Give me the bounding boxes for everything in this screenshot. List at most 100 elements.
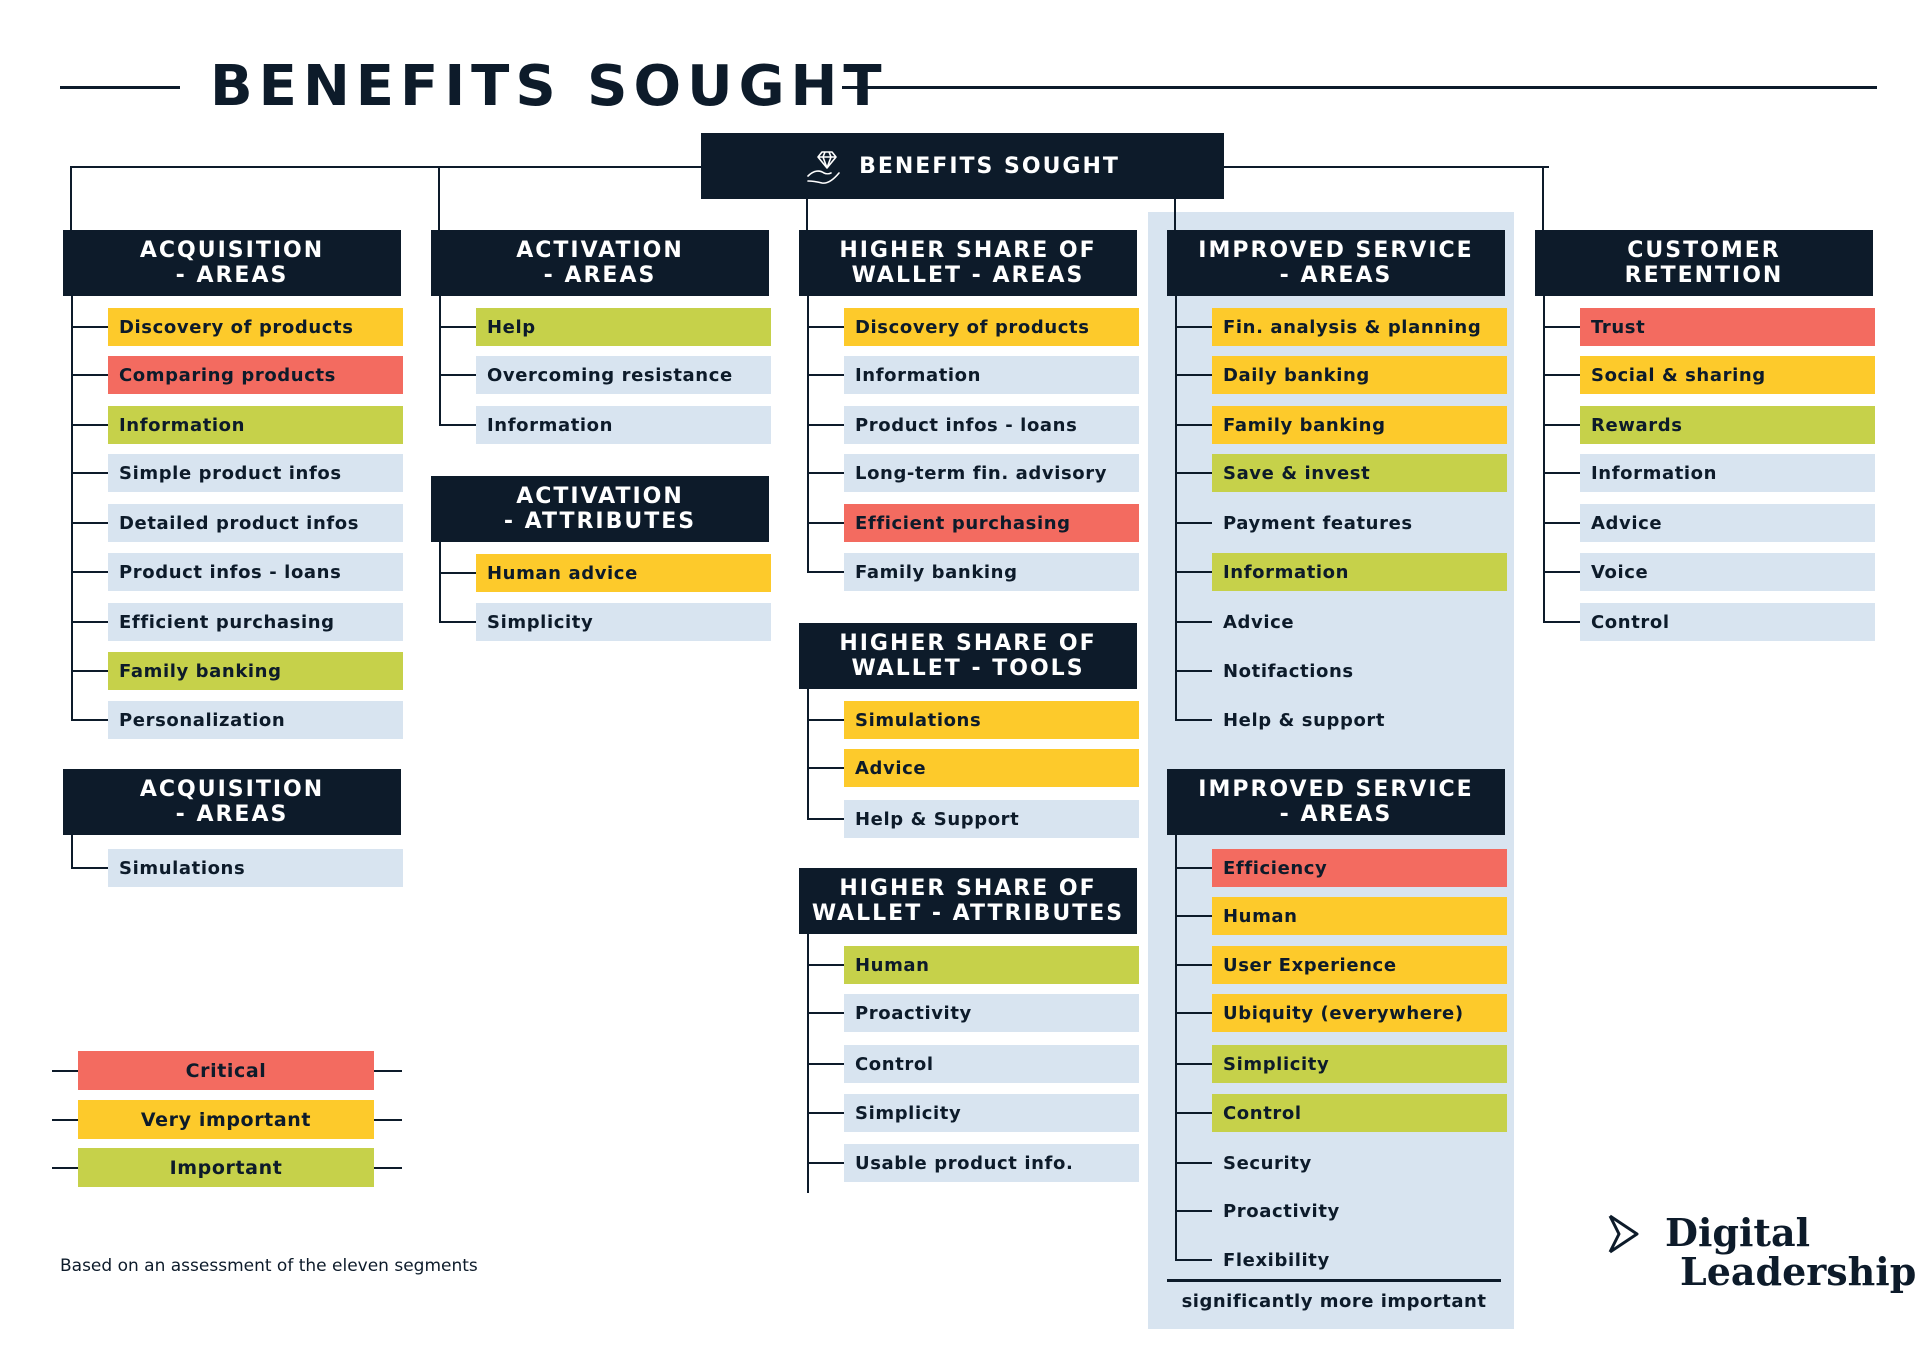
item-connector [1175,374,1212,376]
group-header-wallet-attributes: HIGHER SHARE OF WALLET - ATTRIBUTES [799,868,1137,934]
list-item: Rewards [1580,406,1875,444]
item-connector [807,1012,844,1014]
list-item: Family banking [108,652,403,690]
group-header-line: HIGHER SHARE OF [839,631,1097,656]
list-item: Simplicity [476,603,771,641]
item-connector [1175,1162,1212,1164]
group-stem [807,928,809,1193]
list-item: Efficient purchasing [108,603,403,641]
item-connector [1175,915,1212,917]
item-connector [807,472,844,474]
group-header-line: HIGHER SHARE OF [839,876,1097,901]
group-stem [439,290,441,425]
legend-very-important: Very important [78,1100,374,1139]
item-connector [807,326,844,328]
item-connector [807,1063,844,1065]
list-item: Control [1580,603,1875,641]
item-connector [807,522,844,524]
group-header-line: - AREAS [175,263,289,288]
item-connector [1175,964,1212,966]
item-connector [807,719,844,721]
item-connector [439,424,476,426]
list-item: Help [476,308,771,346]
legend-important: Important [78,1148,374,1187]
group-header-line: HIGHER SHARE OF [839,238,1097,263]
list-item: Flexibility [1223,1249,1330,1271]
title-rule-left [60,86,180,89]
play-chevron-icon [1608,1214,1639,1254]
list-item: Social & sharing [1580,356,1875,394]
group-header-line: ACQUISITION [139,777,325,802]
list-item: Simplicity [844,1094,1139,1132]
item-connector [1175,424,1212,426]
root-drop-5 [1542,166,1544,230]
group-header-activation-areas: ACTIVATION - AREAS [431,230,769,296]
root-drop-1 [70,166,72,230]
group-stem [807,683,809,819]
item-connector [71,472,108,474]
legend-critical: Critical [78,1051,374,1090]
group-header-customer-retention: CUSTOMER RETENTION [1535,230,1873,296]
group-header-line: - AREAS [1279,263,1393,288]
list-item: Overcoming resistance [476,356,771,394]
list-item: Product infos - loans [844,406,1139,444]
group-header-wallet-tools: HIGHER SHARE OF WALLET - TOOLS [799,623,1137,689]
group-header-wallet-areas: HIGHER SHARE OF WALLET - AREAS [799,230,1137,296]
item-connector [1175,571,1212,573]
logo-line-1: Digital [1665,1210,1811,1255]
group-stem [1175,290,1177,720]
list-item: Simple product infos [108,454,403,492]
list-item: Human advice [476,554,771,592]
group-header-service-areas-2: IMPROVED SERVICE - AREAS [1167,769,1505,835]
list-item: Advice [1580,504,1875,542]
list-item: Discovery of products [108,308,403,346]
list-item: Information [1212,553,1507,591]
item-connector [807,374,844,376]
item-connector [1543,326,1580,328]
list-item: Efficiency [1212,849,1507,887]
group-stem [439,536,441,622]
list-item: Security [1223,1152,1312,1174]
item-connector [807,818,844,820]
list-item: Payment features [1223,512,1413,534]
list-item: Control [844,1045,1139,1083]
list-item: Discovery of products [844,308,1139,346]
group-header-line: CUSTOMER [1627,238,1781,263]
list-item: Long-term fin. advisory [844,454,1139,492]
group-header-line: ACTIVATION [516,484,684,509]
group-header-line: ACQUISITION [139,238,325,263]
item-connector [1543,424,1580,426]
item-connector [71,522,108,524]
item-connector [1175,522,1212,524]
item-connector [71,867,108,869]
diamond-hand-icon [807,151,840,184]
list-item: Information [844,356,1139,394]
list-item: Advice [1223,611,1295,633]
significance-rule [1167,1279,1501,1282]
list-item: Notifactions [1223,660,1354,682]
list-item: Usable product info. [844,1144,1139,1182]
item-connector [1175,621,1212,623]
item-connector [439,572,476,574]
item-connector [1175,867,1212,869]
list-item: Trust [1580,308,1875,346]
item-connector [1175,326,1212,328]
item-connector [1175,1259,1212,1261]
group-header-line: WALLET - TOOLS [851,656,1085,681]
item-connector [1543,571,1580,573]
group-stem [1543,290,1545,622]
list-item: Proactivity [844,994,1139,1032]
list-item: Efficient purchasing [844,504,1139,542]
group-stem [1175,829,1177,1260]
item-connector [1175,1112,1212,1114]
item-connector [807,1112,844,1114]
item-connector [1175,1063,1212,1065]
list-item: Ubiquity (everywhere) [1212,994,1507,1032]
footnote: Based on an assessment of the eleven seg… [60,1256,478,1276]
item-connector [807,1162,844,1164]
item-connector [1175,1012,1212,1014]
item-connector [807,424,844,426]
item-connector [71,670,108,672]
list-item: Control [1212,1094,1507,1132]
list-item: Detailed product infos [108,504,403,542]
